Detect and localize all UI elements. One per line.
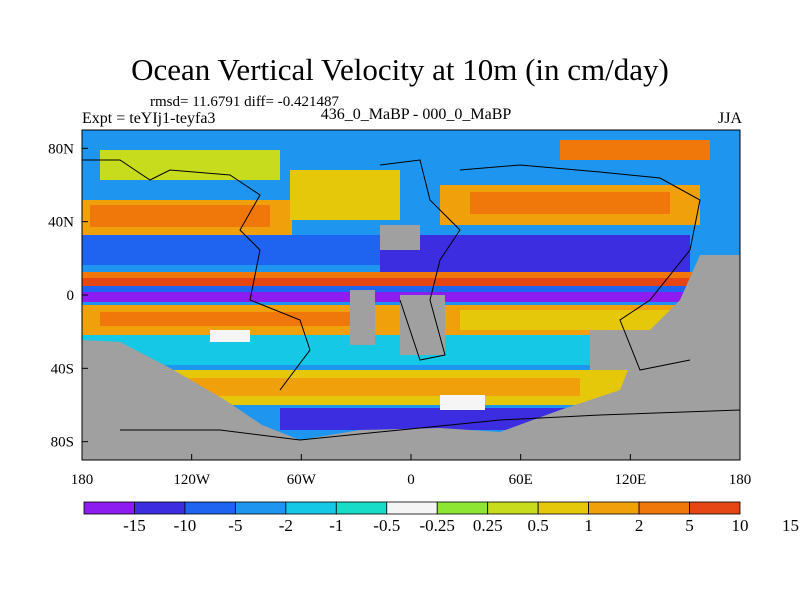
band-80n-orange [560,140,710,160]
land-antarctica [82,255,740,460]
map-field [82,130,740,460]
colorbar-label: -2 [278,516,293,535]
x-tick-label: 120E [614,472,646,488]
coastlines [82,159,741,441]
band-70n-yellow [100,150,280,180]
x-tick-label: 60E [509,472,533,488]
colorbar-swatch [638,501,690,515]
colorbar-swatch [234,501,287,515]
southern-ocean-purple [280,408,580,430]
y-tick-label: 40N [48,215,74,231]
colorbar-swatch [436,501,489,515]
colorbar-label: -10 [173,516,197,535]
season-label: JJA [717,110,742,127]
y-tick-label: 0 [67,288,75,304]
y-tick-label: 80S [51,435,74,451]
equatorial-blue [82,286,740,292]
colorbar-label: 10 [731,516,749,535]
land-africa [400,295,445,355]
x-tick-label: 180 [71,472,94,488]
map-axis-ticks: 180 120W 60W 0 60E 120E 180 80N 40N 0 40S 80S [48,141,751,488]
colorbar [83,501,741,515]
south-tropic-core [100,312,350,326]
colorbar-swatch [487,501,539,515]
coastline-north-america [82,159,311,391]
x-tick-label: 120W [173,472,211,488]
colorbar-swatch [134,501,186,515]
colorbar-swatch [335,501,388,515]
land-greenland [380,225,420,250]
colorbar-label: -0.5 [373,516,401,535]
coastline-antarctica [120,409,741,441]
colorbar-swatch [588,501,640,515]
colorbar-swatch [386,501,438,515]
coastline-europe-africa [379,159,461,361]
colorbar-label: 2 [634,516,644,535]
white-patch-2 [440,395,485,410]
southern-ocean-core [150,378,580,396]
colorbar-label: -1 [329,516,344,535]
colorbar-label: -0.25 [419,516,455,535]
colorbar-swatch [537,501,590,515]
colorbar-swatch [184,501,236,515]
colorbar-swatch [83,501,135,515]
comparison-label: 436_0_MaBP - 000_0_MaBP [320,106,512,123]
colorbar-label: 5 [685,516,694,535]
colorbar-swatch [285,501,337,515]
land-asia-patch [590,330,660,370]
colorbar-label: -5 [228,516,243,535]
colorbar-label: 1 [584,516,593,535]
rmsd-diff-stats: rmsd= 11.6791 diff= -0.421487 [150,94,339,110]
band-40n-eurasia-core [470,192,670,214]
x-tick-label: 60W [287,472,317,488]
colorbar-label: -15 [123,516,146,535]
land-south-america [350,290,375,345]
band-40n-warm-center [90,205,270,227]
colorbar-swatch [689,501,741,515]
white-patch-1 [210,330,250,342]
figure-title: Ocean Vertical Velocity at 10m (in cm/da… [131,52,669,87]
equatorial-red [82,278,740,286]
colorbar-label: 15 [781,516,799,535]
colorbar-label: 0.5 [527,516,549,535]
y-tick-label: 40S [51,361,74,377]
y-tick-label: 80N [48,141,74,157]
x-tick-label: 180 [729,472,752,488]
coastline-asia [459,164,701,371]
colorbar-label: 0.25 [472,516,503,535]
band-40n-atlantic [290,170,400,220]
x-tick-label: 0 [407,472,415,488]
experiment-label: Expt = teYIj1-teyfa3 [82,110,216,127]
